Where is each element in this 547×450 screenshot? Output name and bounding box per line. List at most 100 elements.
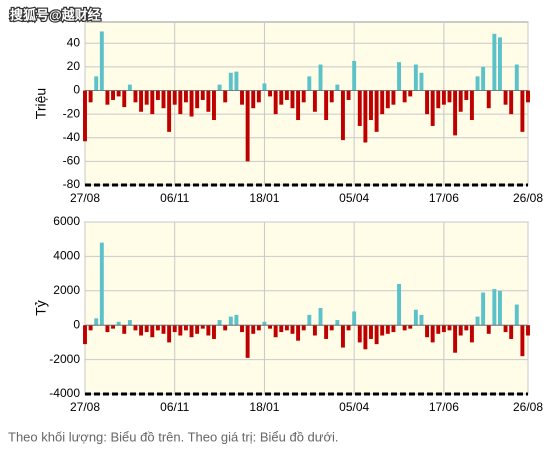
x-tick-label: 17/06 — [429, 191, 459, 205]
bar — [88, 90, 93, 103]
bar — [212, 325, 216, 339]
bar — [380, 90, 385, 115]
bar — [99, 31, 104, 91]
bar — [458, 325, 463, 336]
bar — [155, 325, 160, 331]
bar — [83, 325, 87, 345]
bar — [526, 90, 530, 103]
bar — [127, 320, 132, 326]
bar — [279, 325, 284, 333]
bar — [172, 90, 177, 105]
bar — [195, 90, 200, 109]
bar — [380, 325, 385, 336]
bar — [200, 325, 205, 329]
bar — [346, 90, 351, 100]
bar — [352, 311, 357, 326]
bar — [397, 283, 401, 326]
bar — [307, 314, 312, 326]
bar — [369, 90, 373, 121]
bar — [492, 289, 497, 326]
bar — [475, 76, 480, 91]
bar — [453, 325, 458, 353]
bar — [436, 325, 441, 334]
x-tick-label: 05/04 — [339, 191, 369, 205]
bar — [212, 90, 216, 121]
y-tick-label: -80 — [63, 177, 81, 191]
bar — [155, 90, 160, 100]
y-tick-label: 0 — [73, 317, 80, 331]
bar — [301, 325, 306, 331]
bar — [514, 64, 519, 91]
bar — [273, 90, 278, 115]
y-axis-label: Tỷ — [33, 300, 49, 316]
bar — [329, 325, 334, 331]
bar — [223, 325, 228, 331]
y-tick-label: 6000 — [53, 214, 80, 228]
bar — [346, 325, 351, 331]
bar — [447, 90, 452, 103]
bar — [329, 90, 334, 103]
y-tick-label: 2000 — [53, 283, 80, 297]
bar — [340, 325, 345, 348]
plot-area — [84, 221, 529, 395]
bar — [363, 325, 368, 350]
bar — [290, 325, 295, 334]
bar — [183, 325, 188, 331]
bar — [296, 325, 301, 341]
bar — [357, 90, 362, 126]
y-tick-label: 40 — [67, 35, 81, 49]
bar — [256, 325, 261, 331]
bar — [256, 90, 261, 103]
bar — [503, 90, 508, 105]
bar — [453, 90, 458, 136]
bar — [178, 90, 183, 115]
bar — [481, 292, 486, 326]
bar — [307, 76, 312, 91]
y-tick-label: -2000 — [49, 352, 80, 366]
bar — [352, 60, 357, 91]
bar — [419, 314, 424, 326]
bar — [122, 90, 127, 108]
x-tick-label: 06/11 — [160, 191, 189, 205]
bar — [105, 325, 110, 333]
y-tick-label: 0 — [73, 83, 80, 97]
x-tick-label: 17/06 — [429, 400, 459, 414]
y-tick-label: -20 — [63, 106, 81, 120]
x-tick-label: 26/08 — [513, 400, 543, 414]
bar — [94, 76, 99, 91]
bar — [509, 325, 514, 339]
bar — [245, 90, 250, 162]
x-tick-label: 05/04 — [339, 400, 369, 414]
bar — [167, 90, 172, 132]
bar — [273, 325, 278, 338]
bar — [290, 90, 295, 109]
bar — [340, 90, 345, 141]
bar — [268, 90, 273, 97]
bar — [206, 325, 211, 336]
bar — [217, 84, 222, 91]
bar — [234, 71, 239, 91]
bar — [245, 325, 250, 358]
bar — [419, 72, 424, 91]
bar — [167, 325, 172, 343]
bar — [402, 90, 407, 103]
bar — [139, 90, 144, 112]
bar — [385, 90, 390, 109]
bar — [447, 325, 452, 331]
watermark: 搜狐号@越财经 — [10, 7, 101, 22]
bar — [94, 318, 99, 326]
bar — [206, 90, 211, 112]
bar — [228, 316, 233, 326]
bar — [161, 90, 166, 109]
bar — [425, 325, 430, 338]
bar — [172, 325, 177, 333]
bar — [413, 309, 418, 326]
bar — [357, 325, 362, 343]
bar — [469, 90, 474, 121]
y-tick-label: 4000 — [53, 249, 80, 263]
bar — [408, 325, 413, 329]
bar — [200, 90, 205, 100]
bar — [318, 308, 323, 326]
bar — [503, 325, 508, 333]
